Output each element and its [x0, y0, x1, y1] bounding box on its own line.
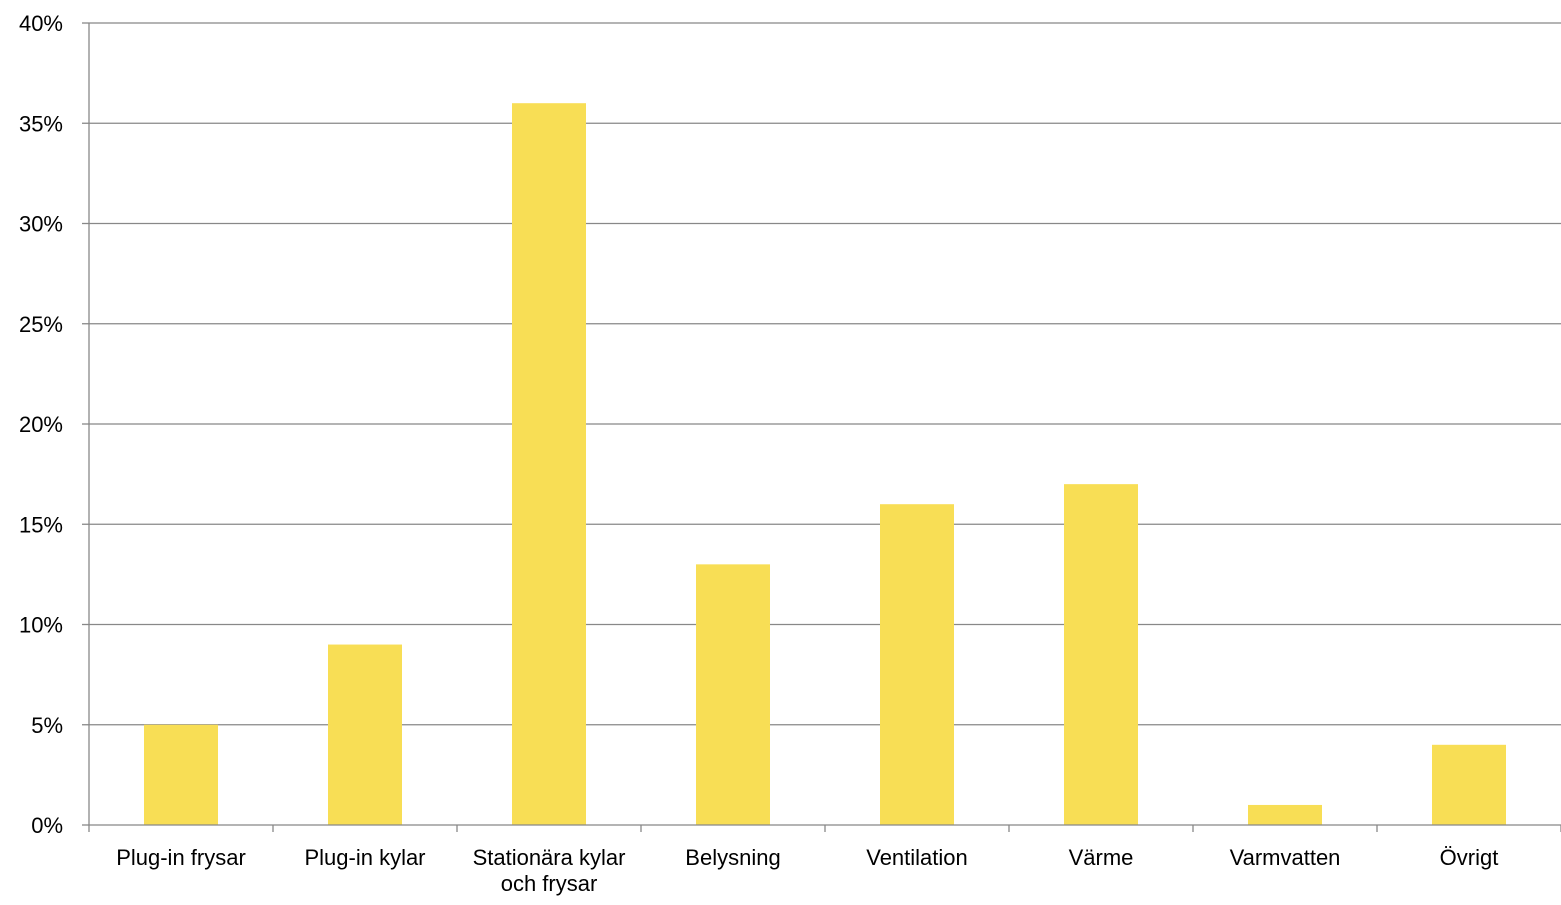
axes	[82, 22, 1561, 832]
x-tick-label: Varmvatten	[1230, 845, 1341, 870]
bar	[328, 644, 402, 825]
y-tick-label: 25%	[19, 312, 63, 337]
bar	[1064, 484, 1138, 825]
y-tick-label: 30%	[19, 212, 63, 237]
x-tick-label: Ventilation	[866, 845, 968, 870]
y-tick-labels: 0% 5% 10% 15% 20% 25% 30% 35% 40%	[19, 11, 63, 838]
y-tick-label: 35%	[19, 111, 63, 136]
bar	[512, 103, 586, 825]
y-tick-label: 5%	[31, 713, 63, 738]
bar	[1432, 744, 1506, 825]
y-tick-label: 0%	[31, 813, 63, 838]
y-tick-label: 10%	[19, 613, 63, 638]
y-tick-label: 15%	[19, 512, 63, 537]
bar	[1248, 804, 1322, 825]
x-tick-label: Värme	[1069, 845, 1134, 870]
bar	[696, 564, 770, 825]
y-tick-label: 20%	[19, 412, 63, 437]
x-tick-labels: Plug-in frysar Plug-in kylar Stationära ky…	[116, 845, 1498, 896]
y-tick-label: 40%	[19, 11, 63, 36]
x-tick-label: Plug-in kylar	[304, 845, 425, 870]
bars	[144, 103, 1506, 825]
gridlines	[89, 22, 1561, 726]
x-tick-label: Belysning	[685, 845, 780, 870]
bar	[880, 504, 954, 825]
bar	[144, 724, 218, 825]
x-tick-label: Plug-in frysar	[116, 845, 246, 870]
x-tick-label: Övrigt	[1440, 845, 1499, 870]
x-tick-label: Stationära kylar och frysar	[473, 845, 626, 896]
